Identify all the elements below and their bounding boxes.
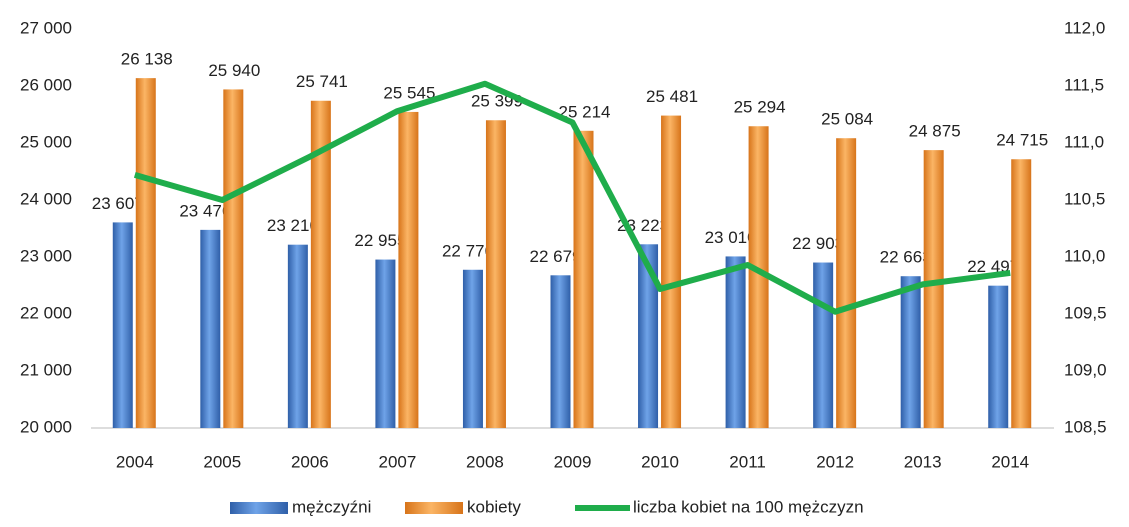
- bar: [550, 275, 571, 428]
- x-tick-label: 2005: [203, 452, 241, 471]
- bar: [223, 89, 244, 429]
- y-tick-label: 26 000: [20, 75, 72, 94]
- legend-label: mężczyźni: [292, 497, 371, 516]
- y-tick-label: 20 000: [20, 417, 72, 436]
- data-label: 23 010: [705, 228, 757, 247]
- bar: [375, 259, 396, 428]
- data-label: 23 607: [92, 194, 144, 213]
- bar: [813, 262, 834, 428]
- data-label: 22 679: [530, 247, 582, 266]
- y-tick-label: 27 000: [20, 18, 72, 37]
- bar: [573, 130, 594, 428]
- y2-tick-label: 111,5: [1064, 75, 1104, 94]
- data-label: 25 741: [296, 72, 348, 91]
- y2-tick-label: 112,0: [1064, 18, 1105, 37]
- bar: [748, 126, 769, 428]
- data-label: 25 214: [559, 102, 611, 121]
- data-label: 22 663: [880, 248, 932, 267]
- legend-swatch: [405, 502, 463, 514]
- bar: [988, 285, 1009, 428]
- bar: [661, 115, 682, 428]
- bar: [1011, 159, 1032, 428]
- data-label: 22 776: [442, 241, 494, 260]
- data-label: 26 138: [121, 50, 173, 69]
- bar: [638, 244, 659, 428]
- data-label: 25 545: [383, 83, 435, 102]
- x-tick-label: 2006: [291, 452, 329, 471]
- legend-swatch: [230, 502, 288, 514]
- bar: [398, 111, 419, 428]
- bar: [900, 276, 921, 428]
- bar: [310, 100, 331, 428]
- data-label: 24 715: [996, 131, 1048, 150]
- data-label: 22 903: [792, 234, 844, 253]
- line: [133, 80, 1011, 315]
- bar: [112, 222, 133, 428]
- x-tick-label: 2008: [466, 452, 504, 471]
- x-tick-label: 2013: [904, 452, 942, 471]
- x-tick-label: 2011: [729, 452, 766, 471]
- bar: [485, 120, 506, 428]
- bar: [923, 150, 944, 428]
- y2-tick-label: 110,5: [1064, 189, 1105, 208]
- data-label: 23 216: [267, 216, 319, 235]
- data-label: 23 476: [179, 201, 231, 220]
- legend-label: liczba kobiet na 100 mężczyzn: [633, 497, 864, 516]
- y2-tick-label: 109,0: [1064, 360, 1107, 379]
- y2-tick-label: 111,0: [1064, 132, 1104, 151]
- y-tick-label: 24 000: [20, 189, 72, 208]
- bar: [725, 256, 746, 428]
- bar: [200, 229, 221, 428]
- x-tick-label: 2014: [991, 452, 1029, 471]
- data-label: 25 084: [821, 110, 873, 129]
- data-label: 25 481: [646, 87, 698, 106]
- y2-tick-label: 108,5: [1064, 417, 1107, 436]
- y2-tick-label: 109,5: [1064, 303, 1107, 322]
- y-tick-label: 22 000: [20, 303, 72, 322]
- x-tick-label: 2012: [816, 452, 854, 471]
- x-tick-label: 2007: [378, 452, 416, 471]
- data-label: 25 294: [734, 98, 786, 117]
- y-tick-label: 23 000: [20, 246, 72, 265]
- y2-tick-label: 110,0: [1064, 246, 1105, 265]
- bar: [135, 78, 156, 428]
- legend-label: kobiety: [467, 497, 521, 516]
- data-label: 25 940: [208, 61, 260, 80]
- y-tick-label: 21 000: [20, 360, 72, 379]
- data-label: 22 955: [354, 231, 406, 250]
- bar: [287, 244, 308, 428]
- data-label: 24 875: [909, 122, 961, 141]
- bar: [836, 138, 857, 428]
- x-tick-label: 2004: [116, 452, 154, 471]
- x-tick-label: 2010: [641, 452, 679, 471]
- y-tick-label: 25 000: [20, 132, 72, 151]
- bar: [462, 269, 483, 428]
- x-tick-label: 2009: [554, 452, 592, 471]
